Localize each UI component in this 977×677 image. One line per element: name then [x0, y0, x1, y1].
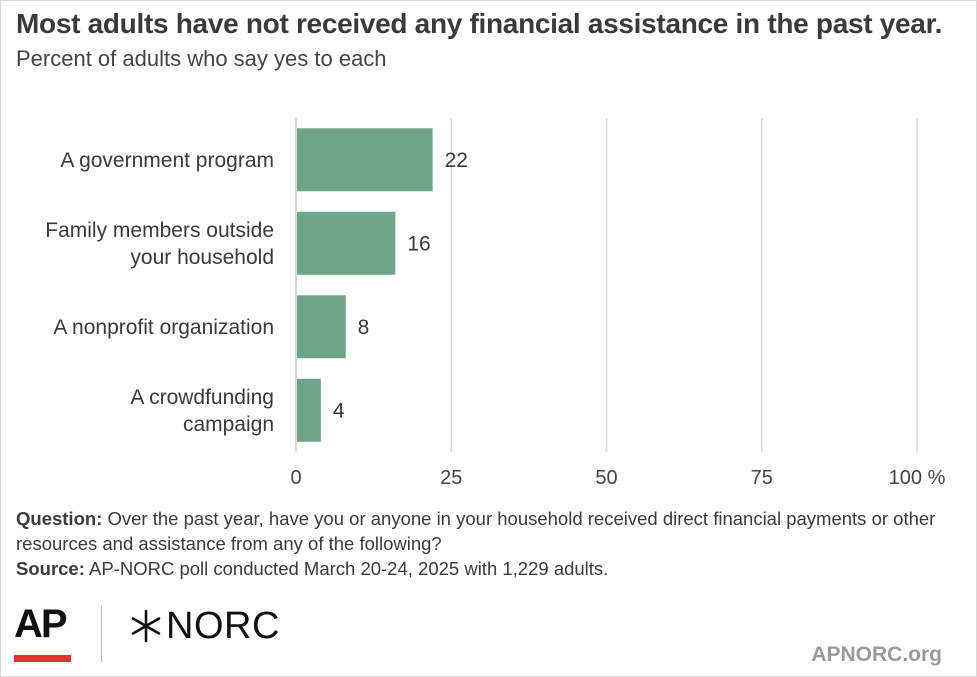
x-tick-label: 0 — [290, 467, 301, 489]
bar-value-label: 8 — [358, 316, 370, 339]
norc-star-icon — [131, 609, 161, 643]
norc-logo: NORC — [128, 604, 280, 648]
category-label: your household — [130, 246, 274, 269]
x-tick-label: 50 — [595, 467, 617, 489]
x-tick-label: 100 % — [889, 467, 946, 489]
category-label: campaign — [183, 413, 274, 436]
question-note: Question: Over the past year, have you o… — [16, 506, 961, 556]
x-tick-label: 75 — [751, 467, 773, 489]
bar-value-label: 4 — [333, 399, 345, 422]
bar — [297, 211, 396, 275]
question-label: Question: — [16, 508, 103, 529]
bar — [297, 295, 346, 359]
site-url: APNORC.org — [811, 643, 942, 666]
category-label: A crowdfunding — [130, 386, 274, 409]
bar — [297, 128, 433, 192]
bar-chart: 0 25 50 75 100 % 22 A government program 16 Fami… — [45, 118, 946, 489]
ap-logo-accent-bar — [14, 655, 71, 662]
ap-logo: AP — [14, 602, 68, 646]
source-label: Source: — [16, 558, 85, 579]
chart-subtitle: Percent of adults who say yes to each — [16, 46, 387, 71]
norc-logo-text: NORC — [166, 605, 280, 647]
category-label: Family members outside — [45, 219, 274, 242]
logo-divider — [101, 606, 102, 662]
bar-value-label: 16 — [407, 232, 430, 255]
x-tick-label: 25 — [440, 467, 462, 489]
category-label: A government program — [60, 149, 274, 172]
category-label: A nonprofit organization — [53, 316, 274, 339]
source-text: AP-NORC poll conducted March 20-24, 2025… — [84, 558, 609, 579]
source-note: Source: AP-NORC poll conducted March 20-… — [16, 556, 961, 581]
bar-value-label: 22 — [445, 149, 468, 172]
question-text: Over the past year, have you or anyone i… — [16, 508, 936, 554]
chart-title: Most adults have not received any financ… — [16, 8, 943, 39]
bar — [297, 378, 321, 442]
chart-notes: Question: Over the past year, have you o… — [16, 506, 961, 581]
